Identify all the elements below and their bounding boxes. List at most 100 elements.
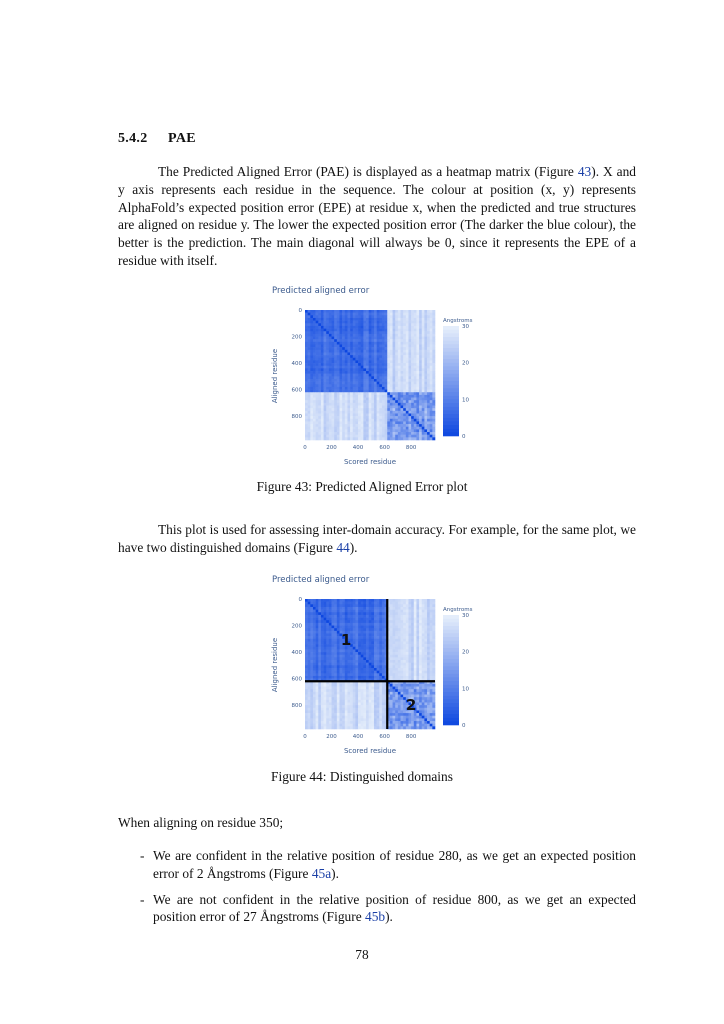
heatmap-cell <box>366 365 369 369</box>
heatmap-cell <box>339 368 343 372</box>
heatmap-cell <box>400 386 404 390</box>
heatmap-cell <box>358 317 362 321</box>
heatmap-cell <box>368 333 372 337</box>
colorbar-segment <box>443 417 459 422</box>
heatmap-cell <box>395 365 399 369</box>
heatmap-cell <box>358 604 362 608</box>
heatmap-cell <box>387 697 391 701</box>
heatmap-cell <box>355 325 359 329</box>
heatmap-cell <box>408 402 412 406</box>
heatmap-cell <box>376 392 380 396</box>
heatmap-cell <box>339 694 343 698</box>
heatmap-cell <box>347 413 351 417</box>
heatmap-cell <box>427 352 430 356</box>
heatmap-cell <box>405 416 409 420</box>
heatmap-cell <box>320 408 324 412</box>
heatmap-cell <box>310 601 314 605</box>
heatmap-cell <box>320 357 324 361</box>
heatmap-cell <box>360 378 364 382</box>
heatmap-cell <box>331 363 335 367</box>
figure-ref-link[interactable]: 44 <box>336 539 350 555</box>
x-tick-label: 600 <box>379 734 390 740</box>
heatmap-cell <box>432 630 436 634</box>
heatmap-cell <box>334 630 338 634</box>
heatmap-cell <box>310 646 314 650</box>
heatmap-cell <box>384 694 388 698</box>
heatmap-cell <box>424 644 428 648</box>
heatmap-cell <box>323 437 327 441</box>
heatmap-cell <box>310 347 314 351</box>
heatmap-cell <box>392 352 396 356</box>
heatmap-cell <box>397 599 401 602</box>
heatmap-cell <box>320 652 324 656</box>
heatmap-cell <box>379 371 383 374</box>
heatmap-cell <box>331 325 335 329</box>
heatmap-cell <box>405 323 409 327</box>
heatmap-cell <box>379 646 383 650</box>
heatmap-cell <box>363 694 367 698</box>
heatmap-cell <box>400 667 404 671</box>
heatmap-cell <box>326 408 330 412</box>
heatmap-cell <box>432 718 436 722</box>
heatmap-cell <box>419 333 423 337</box>
heatmap-cell <box>408 371 412 374</box>
heatmap-cell <box>411 323 415 327</box>
heatmap-cell <box>331 625 335 629</box>
heatmap-cell <box>328 373 332 377</box>
heatmap-cell <box>366 620 369 624</box>
heatmap-cell <box>371 686 375 690</box>
heatmap-cell <box>403 625 407 629</box>
heatmap-cell <box>368 649 372 653</box>
colorbar-segment <box>443 670 459 674</box>
heatmap-cell <box>315 617 319 621</box>
heatmap-cell <box>368 721 372 724</box>
heatmap-cell <box>403 654 407 658</box>
heatmap-cell <box>392 723 396 727</box>
heatmap-cell <box>405 347 409 351</box>
heatmap-cell <box>397 421 401 425</box>
heatmap-cell <box>368 599 372 602</box>
heatmap-cell <box>352 426 356 430</box>
heatmap-cell <box>427 386 430 390</box>
heatmap-cell <box>363 713 367 717</box>
heatmap-cell <box>334 386 338 390</box>
heatmap-cell <box>373 386 377 390</box>
heatmap-cell <box>387 599 391 602</box>
heatmap-cell <box>395 660 399 663</box>
heatmap-cell <box>363 652 367 656</box>
heatmap-cell <box>400 405 404 409</box>
heatmap-cell <box>358 432 362 435</box>
heatmap-cell <box>336 376 340 380</box>
heatmap-cell <box>419 368 423 372</box>
figure-ref-link[interactable]: 45a <box>311 865 332 881</box>
heatmap-cell <box>371 670 375 674</box>
heatmap-cell <box>408 347 412 351</box>
heatmap-cell <box>432 421 436 425</box>
heatmap-cell <box>344 638 348 642</box>
colorbar-segment <box>443 399 459 404</box>
heatmap-cell <box>331 368 335 372</box>
heatmap-cell <box>355 434 359 438</box>
heatmap-cell <box>395 718 399 722</box>
heatmap-cell <box>427 312 430 316</box>
heatmap-cell <box>363 424 367 428</box>
heatmap-cell <box>366 713 369 717</box>
heatmap-cell <box>360 609 364 613</box>
heatmap-cell <box>358 328 362 332</box>
x-tick-label: 200 <box>326 734 337 740</box>
heatmap-cell <box>355 315 359 319</box>
figure-ref-link[interactable]: 45b <box>365 909 386 925</box>
heatmap-cell <box>336 713 340 717</box>
heatmap-cell <box>379 678 383 682</box>
y-axis-label: Aligned residue <box>271 638 279 692</box>
heatmap-cell <box>350 599 354 602</box>
heatmap-cell <box>307 628 311 632</box>
heatmap-cell <box>421 721 425 724</box>
figure-ref-link[interactable]: 43 <box>577 164 592 179</box>
heatmap-cell <box>310 660 314 663</box>
heatmap-cell <box>339 609 343 613</box>
heatmap-cell <box>389 617 393 621</box>
heatmap-cell <box>384 702 388 706</box>
heatmap-cell <box>350 702 354 706</box>
heatmap-cell <box>328 328 332 332</box>
